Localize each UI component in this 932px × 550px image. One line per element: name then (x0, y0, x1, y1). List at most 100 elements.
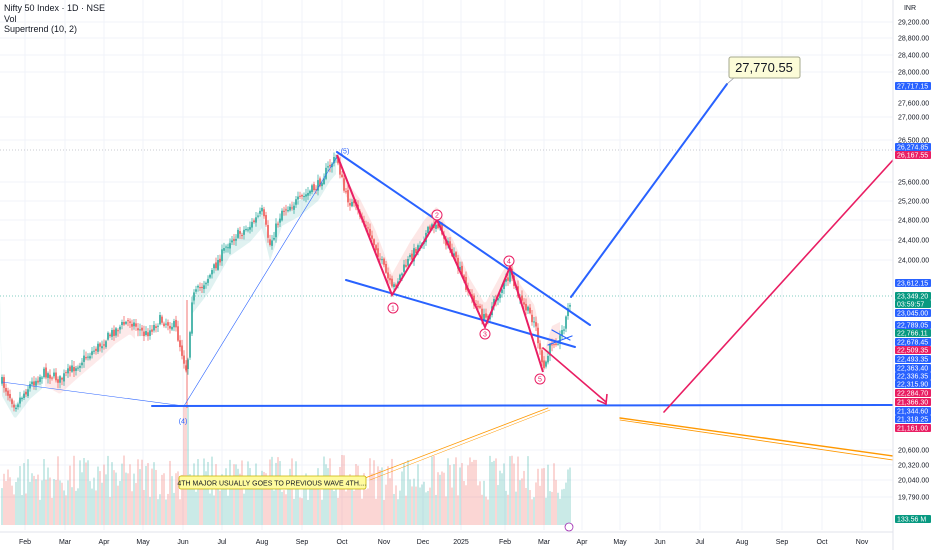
volume-bar (495, 458, 497, 525)
candle-body (105, 341, 107, 348)
volume-bar (503, 463, 505, 525)
volume-bar (219, 490, 221, 525)
wave-label-6: 4 (507, 259, 511, 266)
candle-body (145, 331, 147, 336)
volume-bar (339, 466, 341, 525)
volume-bar (27, 459, 29, 525)
volume-bar (273, 490, 275, 525)
volume-bar (201, 477, 203, 525)
volume-bar (333, 491, 335, 525)
candle-body (25, 391, 27, 395)
candle-body (163, 323, 165, 327)
volume-bar (565, 482, 567, 525)
time-tick-label: Jun (654, 539, 665, 546)
candle-body (227, 247, 229, 249)
volume-bar (147, 463, 149, 525)
volume-bar (499, 470, 501, 525)
volume-bar (31, 473, 33, 525)
candle-body (521, 295, 523, 301)
volume-bar (205, 471, 207, 525)
price-badge (895, 292, 931, 300)
volume-bar (491, 461, 493, 525)
volume-bar (19, 466, 21, 525)
candle-body (281, 210, 283, 221)
candle-body (367, 227, 369, 229)
candle-body (535, 322, 537, 327)
volume-bar (9, 477, 11, 525)
volume-bar (287, 484, 289, 525)
candle-body (107, 332, 109, 340)
time-tick-label: May (613, 539, 627, 546)
volume-bar (119, 481, 121, 525)
drawings[interactable]: (5) (4) 1 2 3 4 5 27,770.55 4TH MAJOR USUALLY GO… (1, 56, 894, 532)
volume-bar (249, 468, 251, 525)
price-badge (895, 372, 931, 380)
volume-bar (115, 472, 117, 525)
candle-body (13, 404, 15, 408)
candle-body (7, 390, 9, 396)
candle-body (389, 278, 391, 281)
candle-body (169, 325, 171, 329)
volume-bar (127, 473, 129, 525)
supertrend-indicator-label[interactable]: Supertrend (10, 2) (4, 24, 78, 34)
volume-bar (213, 495, 215, 525)
volume-bar (223, 475, 225, 525)
candle-body (477, 305, 479, 308)
candle-body (165, 323, 167, 325)
candle-body (457, 257, 459, 269)
price-badge (895, 515, 931, 523)
volume-bar (167, 493, 169, 525)
volume-bar (473, 459, 475, 525)
volume-bar (295, 461, 297, 525)
volume-bar (279, 461, 281, 525)
price-badge-text: 23,045.00 (897, 311, 928, 318)
volume-bar (241, 460, 243, 525)
candle-body (533, 321, 535, 323)
candle-body (89, 356, 91, 359)
volume-bar (169, 460, 171, 525)
volume-bar (559, 498, 561, 525)
candle-body (59, 376, 61, 383)
candle-body (67, 368, 69, 374)
candle-body (287, 210, 289, 212)
volume-bar (215, 464, 217, 525)
volume-bar (285, 494, 287, 525)
price-badge (895, 424, 931, 432)
candle-body (127, 320, 129, 322)
volume-bar (75, 490, 77, 525)
candle-body (407, 258, 409, 266)
candle-body (149, 330, 151, 336)
price-badge-text: 23,349.20 (897, 294, 928, 301)
volume-bar (23, 463, 25, 525)
volume-bar (527, 456, 529, 525)
price-badge-text: 21,161.00 (897, 426, 928, 433)
volume-bar (523, 470, 525, 525)
candle-body (525, 303, 527, 311)
candle-body (415, 248, 417, 254)
volume-bar (149, 496, 151, 525)
price-badge-text: 133.56 M (897, 517, 926, 524)
volume-bar (441, 471, 443, 525)
symbol-title[interactable]: Nifty 50 Index · 1D · NSE (4, 3, 106, 13)
volume-bar (161, 474, 163, 525)
price-badge (895, 346, 931, 354)
price-badge (895, 151, 931, 159)
volume-bar (237, 468, 239, 525)
candle-body (293, 205, 295, 210)
price-tick-label: 28,000.00 (898, 70, 929, 77)
candle-body (161, 316, 163, 323)
time-tick-label: Feb (499, 539, 511, 546)
candle-body (305, 194, 307, 197)
candle-body (177, 326, 179, 341)
candle-body (133, 322, 135, 327)
candle-body (11, 399, 13, 404)
volume-bar (39, 499, 41, 525)
candle-body (569, 305, 571, 307)
price-axis: INR 29,200.00 28,800.00 28,400.00 28,000.00 2… (892, 0, 932, 550)
candle-body (315, 189, 317, 191)
candle-body (255, 217, 257, 223)
volume-bar (439, 474, 441, 525)
volume-indicator-label[interactable]: Vol (4, 13, 17, 24)
volume-bar (47, 467, 49, 525)
